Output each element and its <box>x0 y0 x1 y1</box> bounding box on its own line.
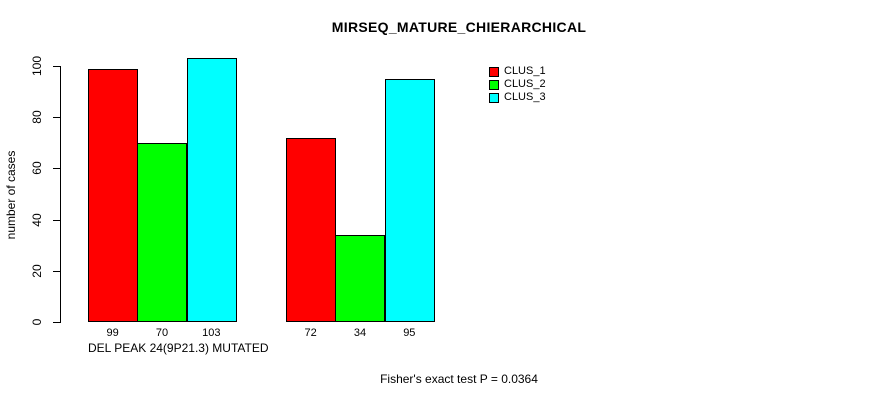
legend-swatch-clus_1 <box>489 66 499 77</box>
bar-value-label: 72 <box>304 327 317 339</box>
bar-clus_1-group1 <box>88 68 139 322</box>
bar-value-label: 99 <box>106 327 119 339</box>
legend-item-clus_2: CLUS_2 <box>489 78 546 91</box>
y-axis-label: number of cases <box>4 150 18 240</box>
bar-clus_3-group2 <box>384 78 435 322</box>
y-axis-tick <box>53 66 60 67</box>
y-axis-tick <box>53 168 60 170</box>
bar-clus_2-group2 <box>335 234 386 322</box>
y-axis-tick <box>53 117 60 119</box>
y-tick-label: 40 <box>30 212 44 227</box>
y-tick-label: 100 <box>30 55 44 77</box>
bar-value-label: 103 <box>202 327 221 339</box>
legend-item-clus_1: CLUS_1 <box>489 65 546 78</box>
legend-label: CLUS_3 <box>504 91 546 103</box>
legend-label: CLUS_1 <box>504 65 546 77</box>
y-tick-label: 0 <box>30 318 44 326</box>
bar-value-label: 70 <box>155 327 169 339</box>
legend: CLUS_1 CLUS_2 CLUS_3 <box>489 65 546 104</box>
legend-label: CLUS_2 <box>504 78 546 90</box>
legend-swatch-clus_2 <box>489 79 499 90</box>
y-axis-tick <box>53 270 60 272</box>
group-label: DEL PEAK 24(9P21.3) MUTATED <box>88 341 269 355</box>
y-axis-tick <box>53 322 60 323</box>
y-tick-label: 20 <box>30 264 44 278</box>
bar-value-label: 34 <box>353 327 367 339</box>
bar-clus_1-group2 <box>286 137 337 322</box>
bar-clus_3-group1 <box>186 58 237 322</box>
legend-item-clus_3: CLUS_3 <box>489 91 546 104</box>
y-axis-line <box>60 66 61 323</box>
bar-value-label: 95 <box>403 327 416 339</box>
y-tick-label: 60 <box>30 161 44 176</box>
y-axis-tick <box>53 219 60 221</box>
legend-swatch-clus_3 <box>489 92 499 103</box>
bar-clus_2-group1 <box>137 142 188 322</box>
chart-title: MIRSEQ_MATURE_CHIERARCHICAL <box>331 19 587 35</box>
y-tick-label: 80 <box>30 110 44 124</box>
fisher-test-annotation: Fisher's exact test P = 0.0364 <box>380 372 538 386</box>
